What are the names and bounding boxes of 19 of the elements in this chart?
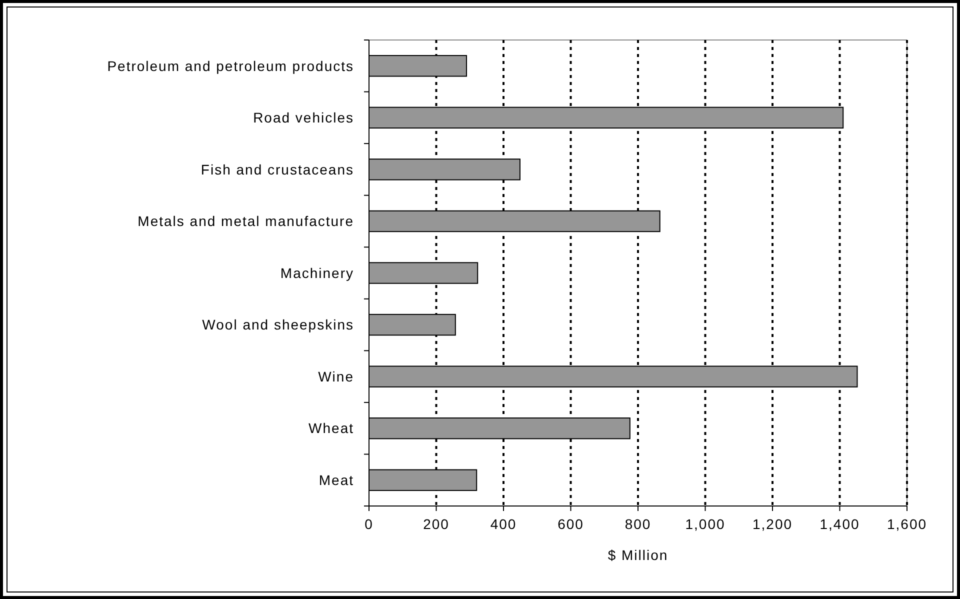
x-tick-label: 400: [490, 516, 517, 532]
y-tick-label: Metals and metal manufacture: [138, 213, 354, 230]
y-tick-label: Meat: [318, 472, 354, 488]
x-tick-label: 0: [364, 516, 374, 532]
x-tick-label: 200: [423, 516, 450, 532]
y-tick-label: Wine: [318, 368, 354, 384]
y-tick-label: Wool and sheepskins: [202, 316, 354, 333]
y-tick-label: Petroleum and petroleum products: [107, 58, 354, 74]
x-tick-label: 800: [624, 516, 652, 532]
y-tick-label: Wheat: [308, 420, 354, 436]
x-tick-label: 1,200: [752, 516, 793, 532]
x-tick-label: 600: [558, 516, 584, 532]
y-tick-label: Machinery: [280, 264, 354, 281]
y-tick-label: Road vehicles: [253, 110, 354, 126]
x-tick-label: 1,000: [685, 516, 726, 532]
x-tick-label: 1,600: [886, 516, 928, 532]
x-axis-title: $ Million: [608, 547, 668, 563]
y-tick-label: Fish and crustaceans: [200, 161, 354, 178]
x-tick-label: 1,400: [820, 516, 860, 532]
